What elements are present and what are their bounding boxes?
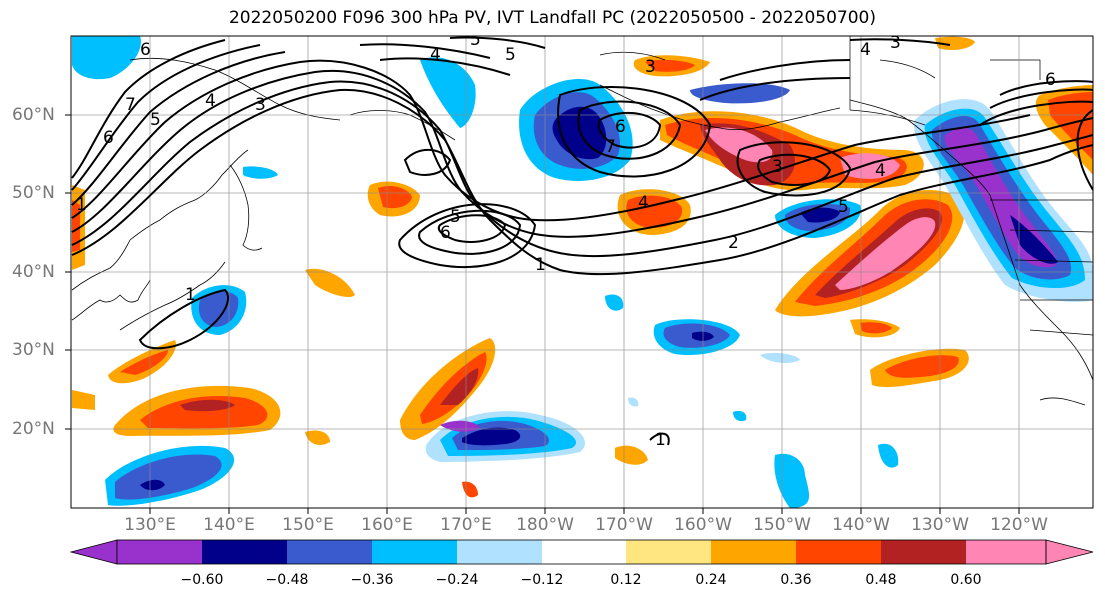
contour-label: 6 <box>615 117 626 137</box>
lon-tick-label: 150°E <box>282 515 334 535</box>
pv-contours <box>71 36 1093 446</box>
contour-label: 1 <box>535 255 546 275</box>
colorbar-label: 0.24 <box>695 572 727 588</box>
lon-tick-label: 160°E <box>361 515 413 535</box>
lon-tick-label: 180°W <box>516 515 574 535</box>
lat-tick-label: 50°N <box>12 183 55 203</box>
map-title: 2022050200 F096 300 hPa PV, IVT Landfall… <box>228 8 876 28</box>
contour-label: 7 <box>605 137 616 157</box>
pv-contour-labels: 1 2 3 4 5 6 7 6 5 6 7 3 4 4 5 6 5 4 3 4 … <box>76 30 1056 450</box>
colorbar-segment <box>966 540 1046 564</box>
lon-tick-label: 160°W <box>674 515 732 535</box>
lat-tick-label: 40°N <box>12 262 55 282</box>
lat-tick-label: 60°N <box>12 105 55 125</box>
contour-label: 1 <box>76 195 87 215</box>
lon-tick-label: 140°W <box>832 515 890 535</box>
lon-tick-label: 150°W <box>753 515 811 535</box>
contour-label: 7 <box>125 95 136 115</box>
colorbar-segment <box>287 540 372 564</box>
contour-label: 3 <box>890 33 901 53</box>
colorbar-segment <box>542 540 626 564</box>
contour-label: 6 <box>1045 70 1056 90</box>
colorbar-segment <box>626 540 711 564</box>
colorbar-segment <box>372 540 457 564</box>
contour-label: 3 <box>772 157 783 177</box>
colorbar-segment <box>202 540 287 564</box>
colorbar-label: −0.48 <box>265 572 309 588</box>
axis-ticks <box>65 114 1020 514</box>
contour-label: 5 <box>838 197 849 217</box>
contour-label: 6 <box>440 223 451 243</box>
contour-label: 5 <box>450 207 461 227</box>
colorbar-segment <box>457 540 542 564</box>
lat-tick-label: 20°N <box>12 419 55 439</box>
colorbar-segment <box>881 540 966 564</box>
lat-tick-label: 30°N <box>12 340 55 360</box>
contour-label: 5 <box>470 30 481 50</box>
colorbar-label: 0.60 <box>950 572 982 588</box>
colorbar-label: 0.48 <box>865 572 897 588</box>
colorbar-extend-high <box>1045 539 1094 565</box>
contour-label: 6 <box>103 128 114 148</box>
contour-label: 1 <box>185 285 196 305</box>
colorbar-label: 0.36 <box>780 572 812 588</box>
lon-tick-label: 120°W <box>990 515 1048 535</box>
lon-tick-label: 130°W <box>911 515 969 535</box>
colorbar-segment <box>117 540 202 564</box>
contour-label: 6 <box>140 40 151 60</box>
lon-tick-label: 170°E <box>440 515 492 535</box>
ivt-positive-shading <box>72 36 1093 498</box>
colorbar-segment <box>796 540 881 564</box>
colorbar-label: −0.12 <box>520 572 564 588</box>
borders <box>849 36 1093 336</box>
lon-tick-label: 140°E <box>203 515 255 535</box>
contour-label: 4 <box>430 45 441 65</box>
contour-label: 4 <box>638 193 649 213</box>
colorbar-label: −0.24 <box>435 572 479 588</box>
coastlines <box>71 51 1093 406</box>
contour-label: 4 <box>875 161 886 181</box>
contour-label: 5 <box>505 45 516 65</box>
colorbar-extend-low <box>69 539 118 565</box>
colorbar-segment <box>711 540 796 564</box>
lon-tick-label: 170°W <box>595 515 653 535</box>
colorbar-label: 0.12 <box>610 572 642 588</box>
contour-label: 3 <box>255 95 266 115</box>
colorbar <box>69 539 1094 565</box>
colorbar-label: −0.60 <box>180 572 224 588</box>
contour-label: 4 <box>205 91 216 111</box>
contour-label: 5 <box>150 110 161 130</box>
lon-tick-label: 130°E <box>124 515 176 535</box>
colorbar-label: −0.36 <box>350 572 394 588</box>
contour-label: 1 <box>655 430 666 450</box>
contour-label: 3 <box>645 57 656 77</box>
contour-label: 2 <box>728 233 739 253</box>
contour-label: 4 <box>860 40 871 60</box>
